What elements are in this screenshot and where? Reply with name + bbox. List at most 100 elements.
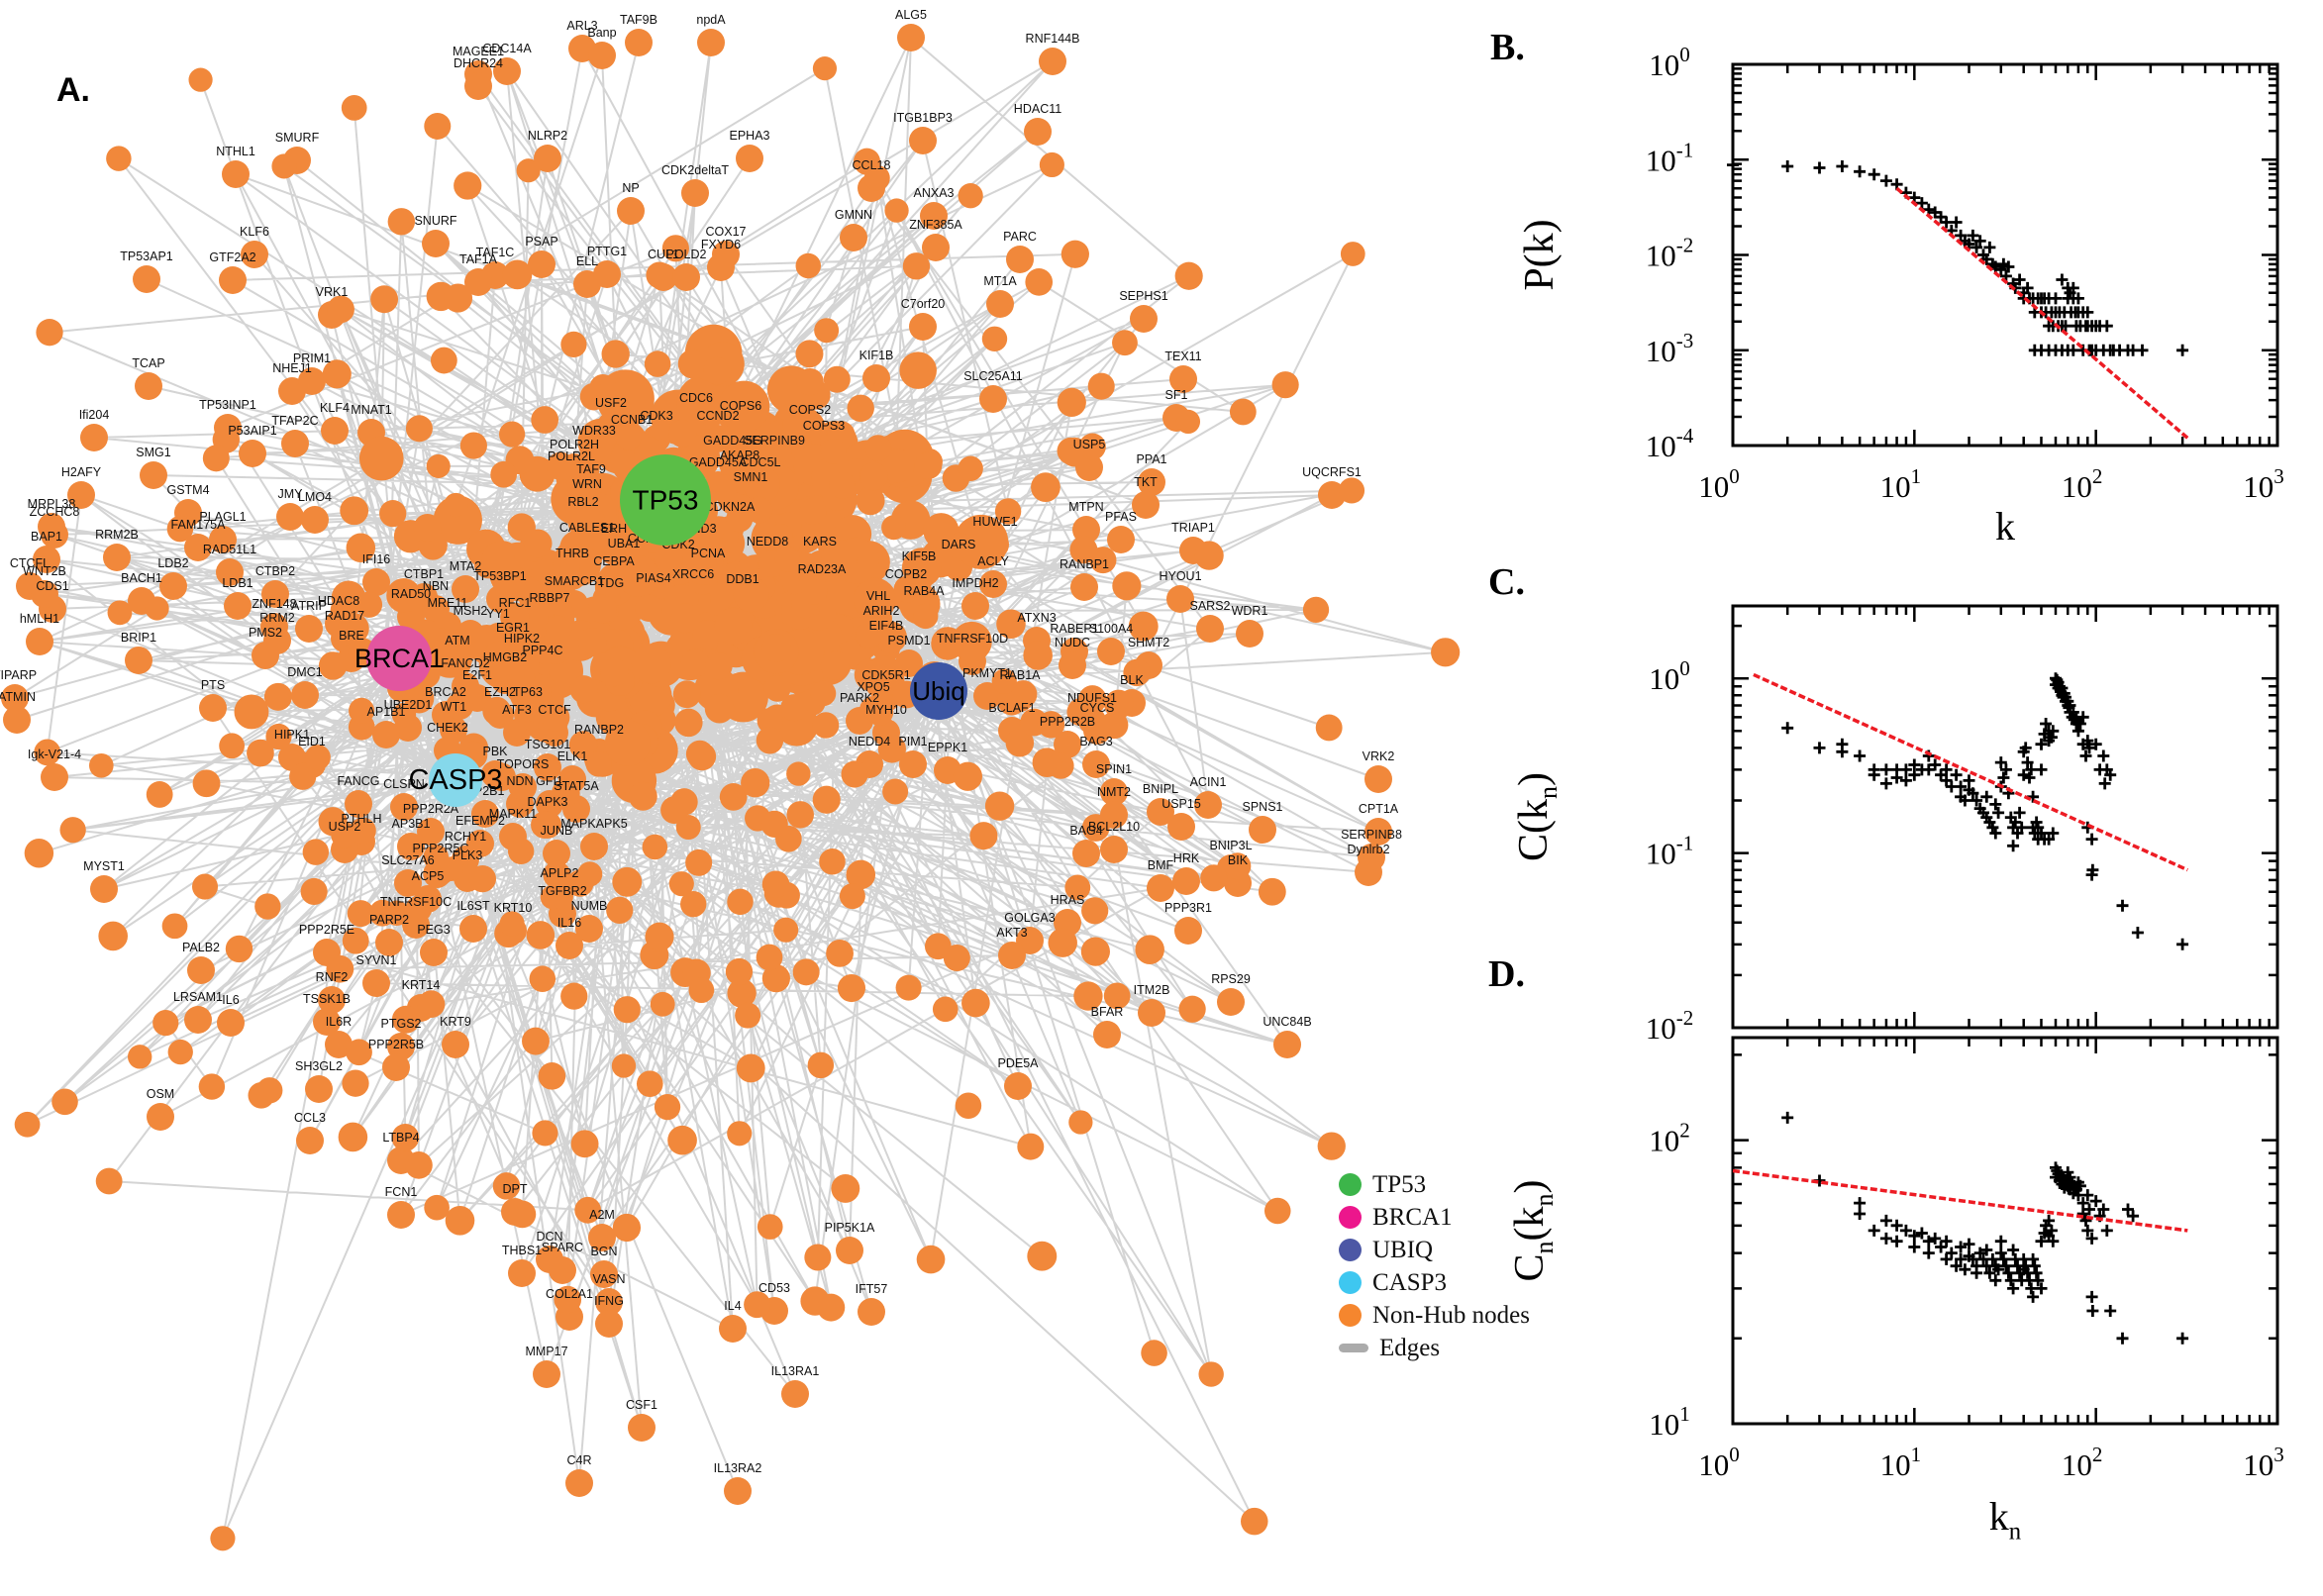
- svg-text:JMY: JMY: [278, 487, 304, 501]
- svg-text:ITM2B: ITM2B: [1134, 983, 1170, 997]
- svg-text:PDE5A: PDE5A: [998, 1056, 1040, 1070]
- svg-text:101: 101: [1880, 1443, 1922, 1482]
- svg-text:BFAR: BFAR: [1091, 1005, 1124, 1019]
- ubiq-legend-swatch-icon: [1339, 1239, 1362, 1261]
- svg-text:VRK2: VRK2: [1363, 749, 1395, 763]
- svg-text:CDC6: CDC6: [679, 391, 713, 405]
- svg-text:IFT57: IFT57: [856, 1282, 888, 1296]
- svg-text:TAF9B: TAF9B: [620, 13, 657, 27]
- svg-text:PFAS: PFAS: [1105, 510, 1137, 524]
- svg-text:SEPHS1: SEPHS1: [1119, 289, 1167, 303]
- panel-c-label: C.: [1488, 561, 1525, 603]
- svg-text:CDK3: CDK3: [640, 409, 672, 423]
- svg-text:BRCA1: BRCA1: [354, 644, 444, 673]
- svg-text:BCL2L10: BCL2L10: [1088, 820, 1140, 834]
- svg-text:AP3B1: AP3B1: [392, 817, 431, 831]
- svg-text:ITGB1BP3: ITGB1BP3: [893, 111, 953, 125]
- svg-text:POLR2L: POLR2L: [548, 449, 595, 463]
- svg-text:SPIN1: SPIN1: [1096, 762, 1132, 776]
- panel-c: 100 10-1 10-2 C(kn): [1511, 604, 2279, 1046]
- svg-text:10-1: 10-1: [1646, 832, 1694, 871]
- svg-text:CD53: CD53: [758, 1281, 790, 1295]
- svg-text:ANXA3: ANXA3: [914, 186, 955, 200]
- network-graph: TCAP Ifi204 H2AFY ZCCHC8 CDS1 hMLH1 SMG1 TP53IN…: [0, 8, 1461, 1551]
- svg-text:BAG4: BAG4: [1069, 824, 1102, 838]
- svg-text:AKAP8: AKAP8: [720, 449, 759, 462]
- svg-text:10-2: 10-2: [1646, 234, 1694, 273]
- svg-text:EZH2: EZH2: [484, 685, 516, 699]
- svg-text:VHL: VHL: [866, 589, 890, 603]
- svg-text:CDC14A: CDC14A: [482, 42, 532, 55]
- svg-text:RBBP7: RBBP7: [530, 591, 570, 605]
- svg-text:RPS29: RPS29: [1211, 972, 1251, 986]
- svg-text:Ubiq: Ubiq: [912, 676, 964, 706]
- svg-text:YY1: YY1: [486, 607, 510, 621]
- svg-text:PTGS2: PTGS2: [381, 1017, 422, 1031]
- svg-text:PLAGL1: PLAGL1: [199, 510, 246, 524]
- svg-text:GADD45A: GADD45A: [689, 455, 748, 469]
- svg-text:KLF4: KLF4: [320, 401, 350, 415]
- svg-text:KRT9: KRT9: [440, 1015, 471, 1029]
- svg-text:Banp: Banp: [587, 26, 616, 40]
- svg-text:KRT10: KRT10: [494, 901, 533, 915]
- svg-text:HDAC8: HDAC8: [318, 594, 359, 608]
- svg-text:ACP5: ACP5: [412, 869, 445, 883]
- legend-item-tp53: TP53: [1339, 1168, 1530, 1201]
- svg-text:SPNS1: SPNS1: [1243, 800, 1283, 814]
- svg-text:RFC1: RFC1: [499, 596, 532, 610]
- svg-text:GFI1: GFI1: [536, 774, 563, 788]
- svg-text:MAGEE1: MAGEE1: [453, 45, 504, 58]
- svg-text:10-3: 10-3: [1646, 329, 1694, 368]
- svg-text:Ifi204: Ifi204: [79, 408, 110, 422]
- svg-text:XRCC6: XRCC6: [672, 567, 714, 581]
- svg-text:PIP5K1A: PIP5K1A: [825, 1221, 875, 1235]
- svg-text:MRE11: MRE11: [428, 596, 468, 610]
- svg-text:GOLGA3: GOLGA3: [1004, 911, 1055, 925]
- svg-text:WDR1: WDR1: [1232, 604, 1268, 618]
- svg-text:NLRP2: NLRP2: [528, 129, 567, 143]
- svg-text:CLSPN: CLSPN: [383, 777, 425, 791]
- svg-text:ARL3: ARL3: [566, 19, 597, 33]
- svg-text:ATXN3: ATXN3: [1017, 611, 1056, 625]
- legend-label: UBIQ: [1372, 1236, 1434, 1263]
- svg-text:PCNA: PCNA: [691, 547, 726, 560]
- svg-text:103: 103: [2243, 1443, 2284, 1482]
- svg-text:XPO5: XPO5: [857, 680, 889, 694]
- svg-text:FANCD2: FANCD2: [441, 656, 489, 670]
- svg-text:KLF6: KLF6: [240, 225, 269, 239]
- svg-text:H2AFY: H2AFY: [61, 465, 102, 479]
- svg-text:DARS: DARS: [942, 538, 976, 551]
- network-nodes: [1, 24, 1461, 1551]
- svg-text:JUNB: JUNB: [541, 824, 573, 838]
- svg-text:MSH2: MSH2: [454, 604, 488, 618]
- svg-text:UNC84B: UNC84B: [1262, 1015, 1311, 1029]
- svg-text:RRM2: RRM2: [259, 611, 294, 625]
- panel-d-fit-line: [1732, 1168, 2188, 1233]
- svg-text:KARS: KARS: [803, 535, 837, 549]
- svg-text:FCN1: FCN1: [385, 1185, 418, 1199]
- svg-text:LMO4: LMO4: [298, 490, 332, 504]
- panel-c-tick-labels: 100 10-1 10-2: [1646, 656, 1694, 1046]
- svg-text:ATRIP: ATRIP: [291, 599, 327, 613]
- svg-text:101: 101: [1880, 464, 1922, 504]
- svg-text:LDB1: LDB1: [222, 576, 252, 590]
- svg-text:CTBP2: CTBP2: [255, 564, 295, 578]
- hub-brca1: BRCA1: [354, 626, 444, 691]
- svg-text:MNAT1: MNAT1: [351, 403, 391, 417]
- svg-text:PMS2: PMS2: [249, 626, 282, 640]
- svg-text:HUWE1: HUWE1: [972, 515, 1017, 529]
- svg-text:CCND2: CCND2: [696, 409, 739, 423]
- svg-text:TAF9: TAF9: [576, 462, 606, 476]
- svg-text:CDK5R1: CDK5R1: [861, 668, 910, 682]
- svg-text:CUL1: CUL1: [648, 248, 679, 261]
- svg-text:TGFBR2: TGFBR2: [538, 884, 586, 898]
- svg-text:CSF1: CSF1: [626, 1398, 657, 1412]
- svg-text:ELK1: ELK1: [557, 749, 588, 763]
- svg-text:WT1: WT1: [441, 700, 466, 714]
- svg-text:GMNN: GMNN: [835, 208, 872, 222]
- svg-text:AP1B1: AP1B1: [367, 705, 406, 719]
- svg-text:PARK2: PARK2: [840, 691, 879, 705]
- panel-b-points: [1727, 158, 2189, 356]
